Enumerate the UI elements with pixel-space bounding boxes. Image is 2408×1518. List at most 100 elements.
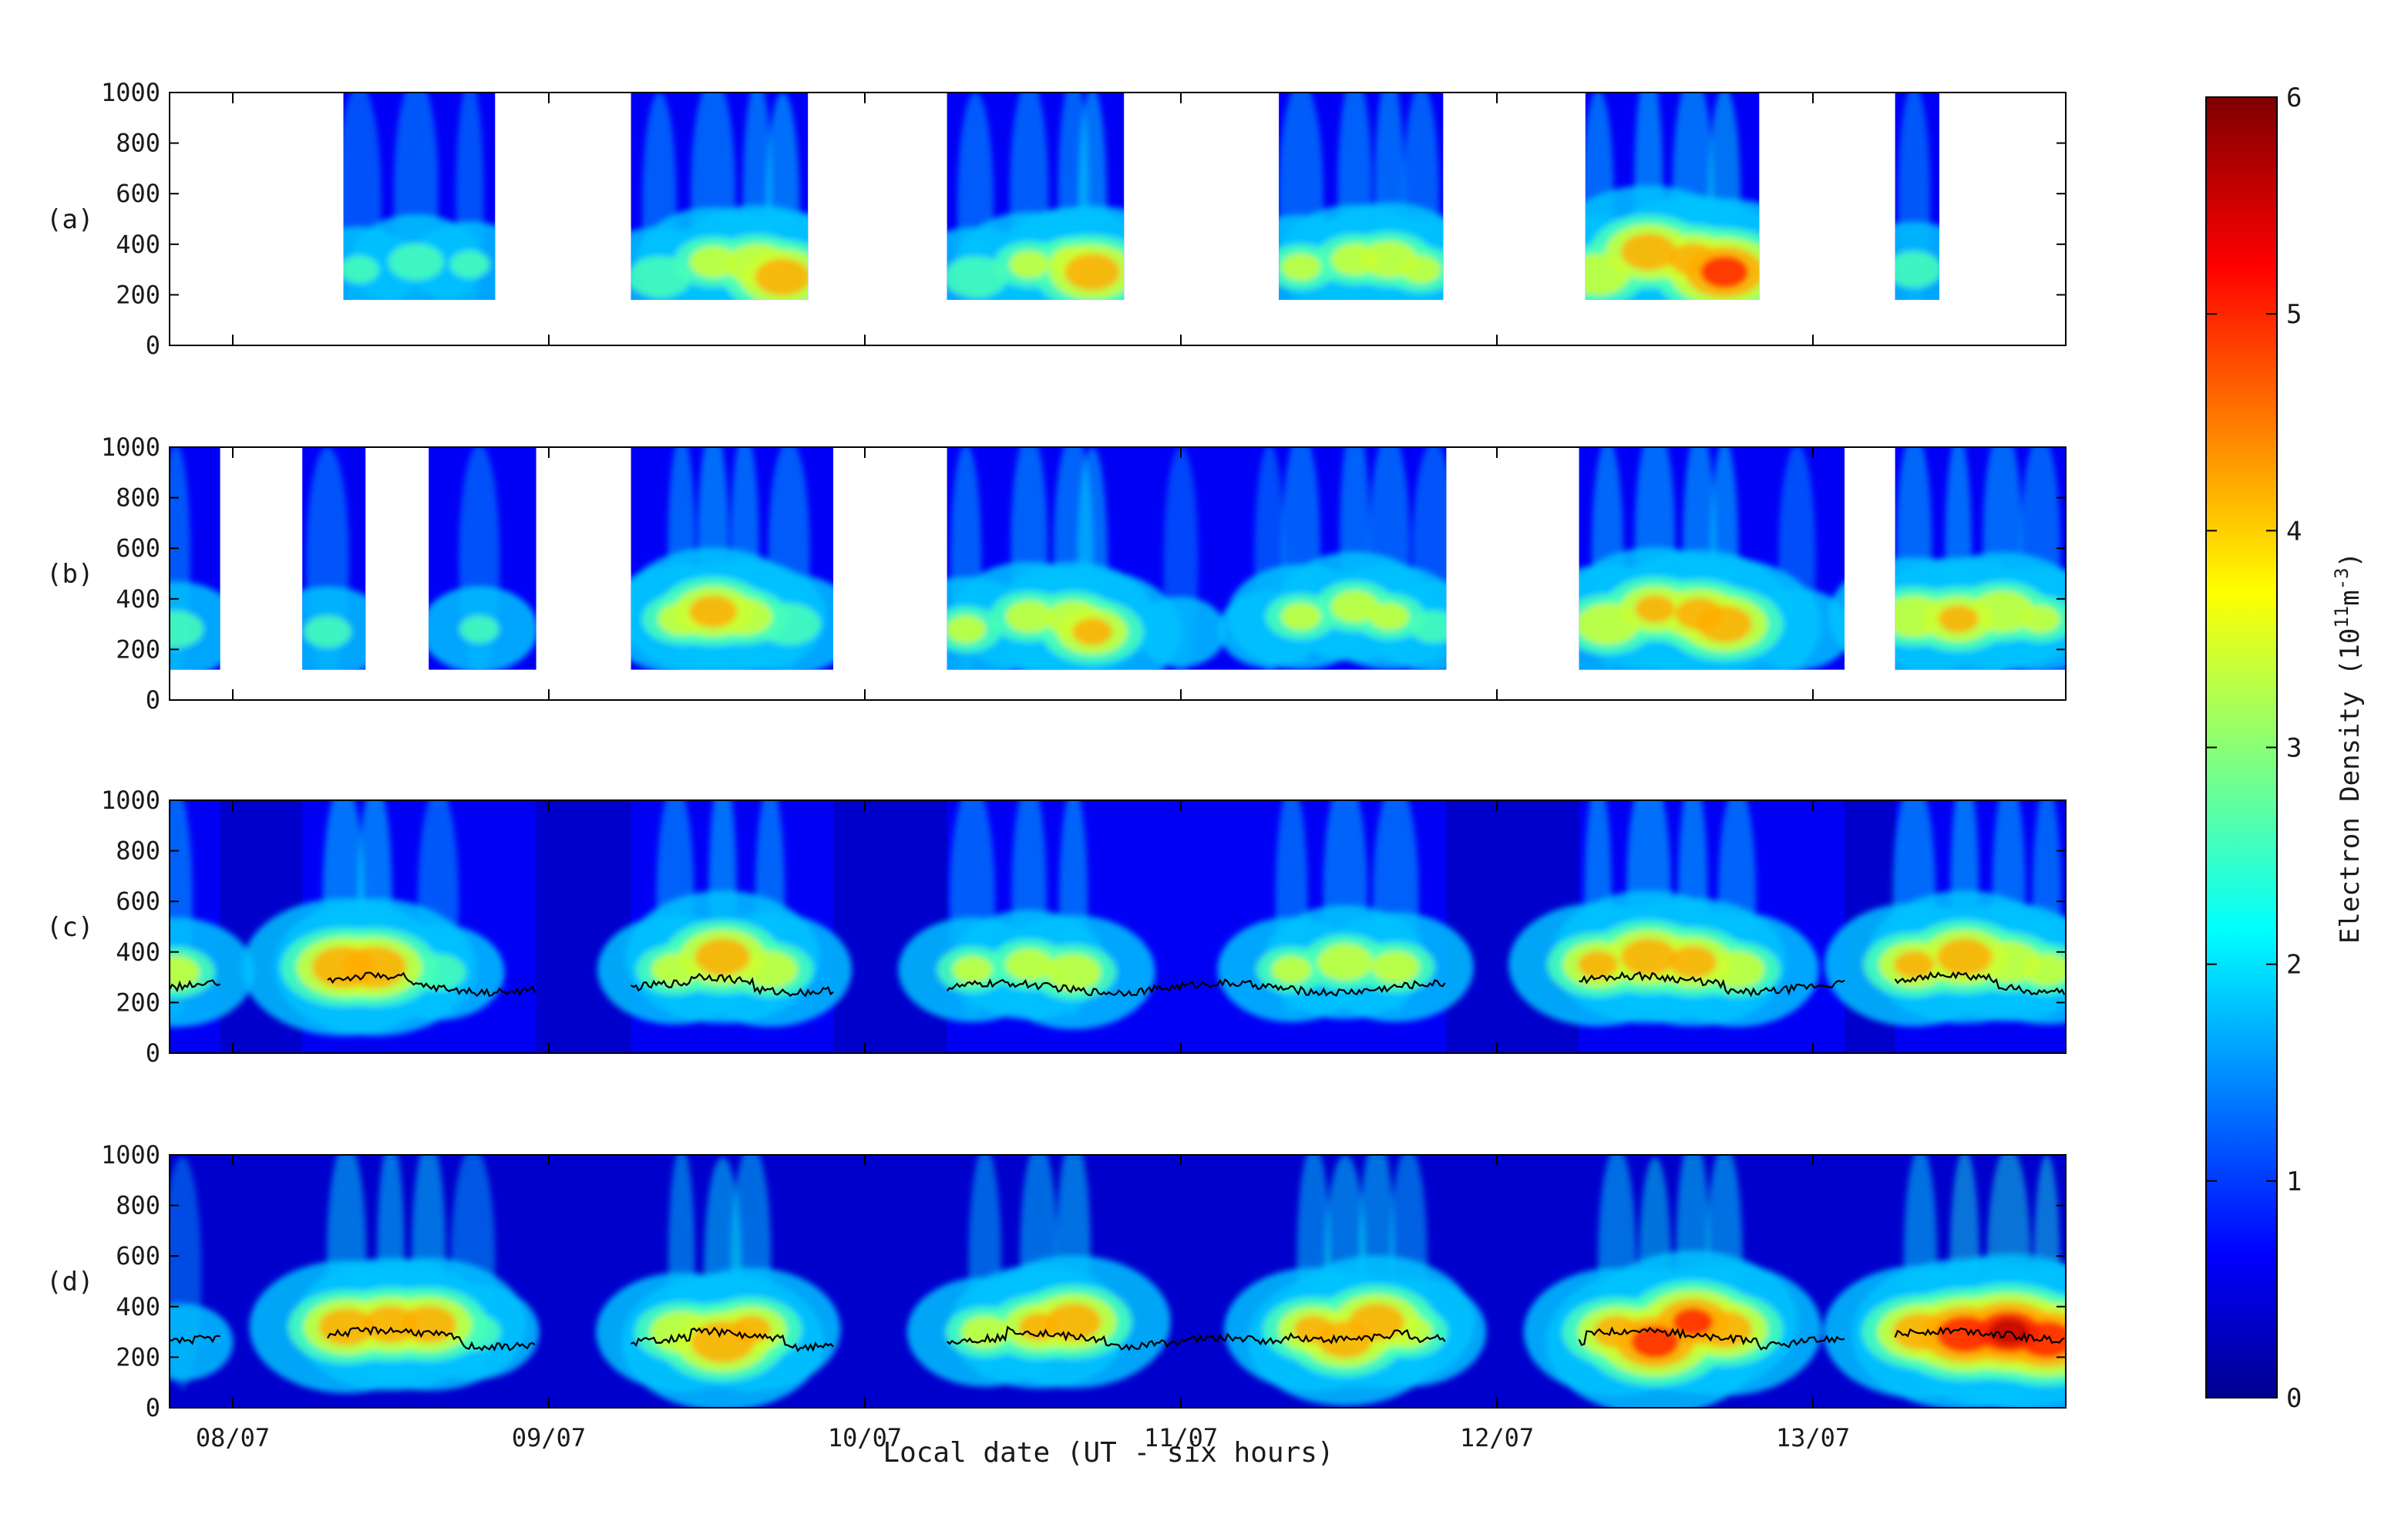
colorbar: 0 1 2 3 4 5 6 Electron Density (1011m-3) [2205,82,2366,1414]
density-contour [742,951,798,988]
density-contour [1709,951,1765,988]
density-contour [757,603,821,645]
density-contour [946,615,987,644]
density-contour [1700,255,1749,288]
hmf2-line [631,972,834,998]
y-tick-label: 200 [116,634,160,664]
density-contour [1635,594,1675,623]
hmf2-line [1579,971,1845,998]
density-contour [694,938,751,976]
density-contour [731,1315,772,1344]
panel-c-x-axis [232,800,1814,1053]
hmf2-line [946,1325,1446,1351]
density-contour [1271,955,1312,984]
colorbar-tick-label: 5 [2286,299,2302,330]
panel-a-x-axis [232,93,1814,345]
density-contour [401,1305,457,1343]
panel-d-label: (d) [46,1267,93,1298]
panel-d: 0 200 400 600 800 1000 (d) [46,1140,2067,1422]
density-contour [1135,596,1226,667]
density-contour [304,615,351,648]
colorbar-title: Electron Density (1011m-3) [2331,552,2366,944]
density-contour [689,245,738,278]
x-date-label: 10/07 [828,1423,902,1452]
hmf2-line [327,971,536,998]
density-blobs [170,447,2066,670]
density-contour [388,243,444,281]
density-contour [1369,602,1410,631]
panel-b-frame [169,446,2067,701]
density-contour [1330,590,1379,623]
density-contour [1894,951,1935,979]
density-contour [1280,253,1321,281]
density-contour [1401,255,1441,284]
x-date-label: 08/07 [196,1423,270,1452]
hmf2-line [327,1326,536,1351]
panel-a: 0 200 400 600 800 1000 (a) [46,78,2067,360]
density-contour [2023,953,2066,986]
panel-d-x-axis [232,1155,1814,1408]
colorbar-tick-label: 2 [2286,950,2302,981]
hmf2-line [1894,1326,2065,1344]
panel-c-y-axis: 0 200 400 600 800 1000 [101,786,2066,1068]
density-contour [170,611,204,648]
density-contour [1936,938,1993,976]
density-contour [1005,600,1054,633]
density-contour [1072,618,1113,646]
panel-c: 0 200 400 600 800 1000 (c) [46,786,2067,1068]
density-contour [1371,951,1420,984]
y-tick-label: 600 [116,533,160,563]
y-tick-label: 0 [146,685,160,715]
density-contour [689,595,738,628]
density-blobs [170,800,2066,1036]
density-contour [1349,1303,1405,1341]
panel-d-frame [169,1154,2067,1409]
density-contour [2020,605,2061,634]
panel-b-y-axis: 0 200 400 600 800 1000 [101,433,2066,715]
panel-c-heatmap [170,800,2066,1053]
colorbar-tick-label: 0 [2286,1383,2302,1414]
y-tick-label: 200 [116,1342,160,1372]
y-tick-label: 1000 [101,1140,160,1170]
density-contour [1317,943,1374,981]
density-contour [1669,945,1717,978]
density-contour [449,251,490,279]
y-tick-label: 1000 [101,433,160,462]
y-tick-label: 0 [146,1038,160,1068]
panel-d-heatmap [170,1155,2066,1408]
density-contour [1064,253,1121,291]
colorbar-tick-label: 4 [2286,516,2302,547]
y-tick-label: 400 [116,1292,160,1321]
density-contour [410,954,466,991]
hmf2-line [1578,1326,1845,1351]
density-contour [1005,948,1054,981]
x-date-label: 11/07 [1144,1423,1218,1452]
panel-a-frame [169,92,2067,346]
y-tick-label: 400 [116,584,160,614]
colorbar-tick-label: 1 [2286,1166,2302,1197]
density-contour [943,256,1007,298]
panel-c-frame [169,799,2067,1054]
hmf2-line [170,979,221,993]
density-contour [363,1305,419,1343]
colorbar-tick-label: 6 [2286,82,2302,113]
density-contour [1620,938,1677,976]
y-tick-label: 0 [146,331,160,360]
panel-b-label: (b) [46,559,93,590]
hmf2-line [1894,971,2066,996]
density-blobs [343,93,1940,300]
hmf2-line [631,1326,834,1353]
y-tick-label: 200 [116,280,160,309]
y-tick-label: 800 [116,1191,160,1220]
density-contour [1009,251,1050,279]
panel-a-y-axis: 0 200 400 600 800 1000 [101,78,2066,360]
hmf2-line [946,978,1446,998]
y-tick-label: 400 [116,937,160,967]
x-date-label: 09/07 [512,1423,586,1452]
density-contour [1936,1315,1993,1353]
density-contour [343,255,379,284]
y-tick-label: 400 [116,230,160,259]
panel-d-y-axis: 0 200 400 600 800 1000 [101,1140,2066,1422]
density-contour [960,1315,1009,1348]
